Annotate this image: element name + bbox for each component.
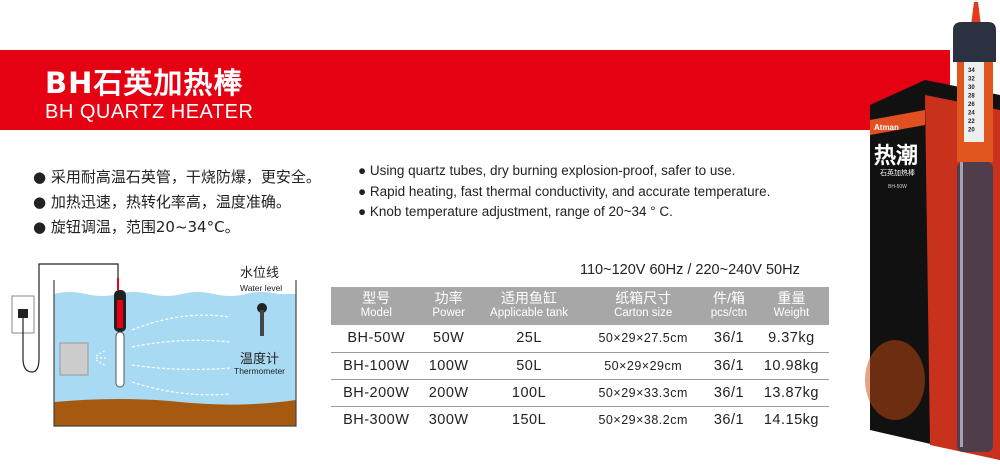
cell-pcs: 36/1 (713, 411, 745, 428)
feature-item: ● Using quartz tubes, dry burning explos… (358, 163, 736, 178)
scale-mark: 34 (968, 68, 975, 74)
header-power: 功率 Power (421, 287, 476, 325)
cell-tank: 150L (511, 411, 547, 428)
quartz-tube (957, 162, 993, 452)
cell-model: BH-50W (331, 325, 422, 353)
cell-model: BH-100W (331, 352, 422, 380)
feature-item: ● 采用耐高温石英管，干烧防爆，更安全。 (33, 168, 321, 186)
cell-weight: 14.15kg (763, 411, 819, 428)
installation-diagram: 水位线 Water level 温度计 Thermometer (11, 263, 297, 427)
feature-item: ● 加热迅速，热转化率高，温度准确。 (33, 193, 291, 211)
scale-mark: 20 (968, 128, 975, 134)
page-title: BH石英加热棒 (45, 66, 244, 100)
cell-weight: 13.87kg (753, 379, 829, 407)
heater-knob (971, 2, 981, 25)
cell-pcs: 36/1 (704, 379, 754, 407)
cell-weight: 9.37kg (753, 325, 829, 353)
cell-power: 100W (421, 352, 476, 380)
header-model: 型号 Model (331, 287, 422, 325)
cell-pcs: 36/1 (704, 352, 754, 380)
water-level-label-en: Water level (240, 283, 282, 293)
cell-weight: 10.98kg (753, 352, 829, 380)
cell-model: BH-300W (343, 411, 410, 428)
scale-mark: 30 (968, 85, 975, 91)
cell-power: 300W (428, 411, 469, 428)
scale-mark: 32 (968, 77, 975, 83)
cell-tank: 100L (475, 379, 583, 407)
cell-pcs: 36/1 (704, 325, 754, 353)
header-tank: 适用鱼缸 Applicable tank (475, 287, 583, 325)
feature-item: ● Rapid heating, fast thermal conductivi… (358, 183, 771, 199)
svg-text:BH-50W: BH-50W (888, 184, 907, 190)
table-row: BH-50W 50W 25L 50×29×27.5cm 36/1 9.37kg (331, 325, 829, 353)
header-carton: 纸箱尺寸 Carton size (582, 287, 705, 325)
scale-mark: 28 (968, 94, 975, 100)
cell-power: 50W (421, 325, 476, 353)
features-en: ● Using quartz tubes, dry burning explos… (358, 161, 770, 223)
feature-item: ● Knob temperature adjustment, range of … (358, 204, 673, 219)
page-subtitle: BH QUARTZ HEATER (45, 101, 254, 123)
thermometer-label-en: Thermometer (234, 366, 285, 376)
cell-tank: 25L (475, 325, 583, 353)
title-banner (0, 50, 950, 130)
scale-mark: 24 (968, 111, 975, 117)
voltage-spec: 110~120V 60Hz / 220~240V 50Hz (580, 262, 800, 278)
table-row: BH-200W 200W 100L 50×29×33.3cm 36/1 13.87kg (331, 379, 829, 407)
features-cn: ● 采用耐高温石英管，干烧防爆，更安全。 ● 加热迅速，热转化率高，温度准确。 … (33, 165, 321, 240)
filter-icon (59, 342, 89, 376)
svg-text:热潮: 热潮 (874, 143, 918, 168)
thermometer-label-cn: 温度计 (240, 351, 279, 366)
svg-text:石英加热棒: 石英加热棒 (880, 168, 915, 177)
header-pcs: 件/箱 pcs/ctn (704, 287, 754, 325)
table-row: BH-300W 300W 150L 50×29×38.2cm 36/1 14.15kg (331, 406, 829, 433)
svg-text:Atman: Atman (874, 123, 899, 132)
feature-item: ● 旋钮调温，范围20~34°C。 (33, 218, 240, 236)
table-row: BH-100W 100W 50L 50×29×29cm 36/1 10.98kg (331, 352, 829, 380)
cell-carton: 50×29×27.5cm (582, 325, 705, 353)
header-weight: 重量 Weight (753, 287, 829, 325)
thermometer-icon (257, 303, 267, 313)
cell-carton: 50×29×33.3cm (582, 379, 705, 407)
cell-carton: 50×29×38.2cm (598, 412, 688, 427)
cell-model: BH-200W (331, 379, 422, 407)
scale-mark: 22 (968, 119, 975, 125)
cell-carton: 50×29×29cm (582, 352, 705, 380)
scale-mark: 26 (968, 102, 975, 108)
water-level-label-cn: 水位线 (240, 265, 279, 280)
spec-table: 型号 Model 功率 Power 适用鱼缸 Applicable tank 纸箱尺寸… (331, 287, 829, 433)
product-image: Atman 热潮 石英加热棒 BH-50W 34 32 30 28 26 24 22 20 (865, 0, 1000, 460)
cell-power: 200W (421, 379, 476, 407)
gravel (54, 399, 296, 426)
cell-tank: 50L (475, 352, 583, 380)
